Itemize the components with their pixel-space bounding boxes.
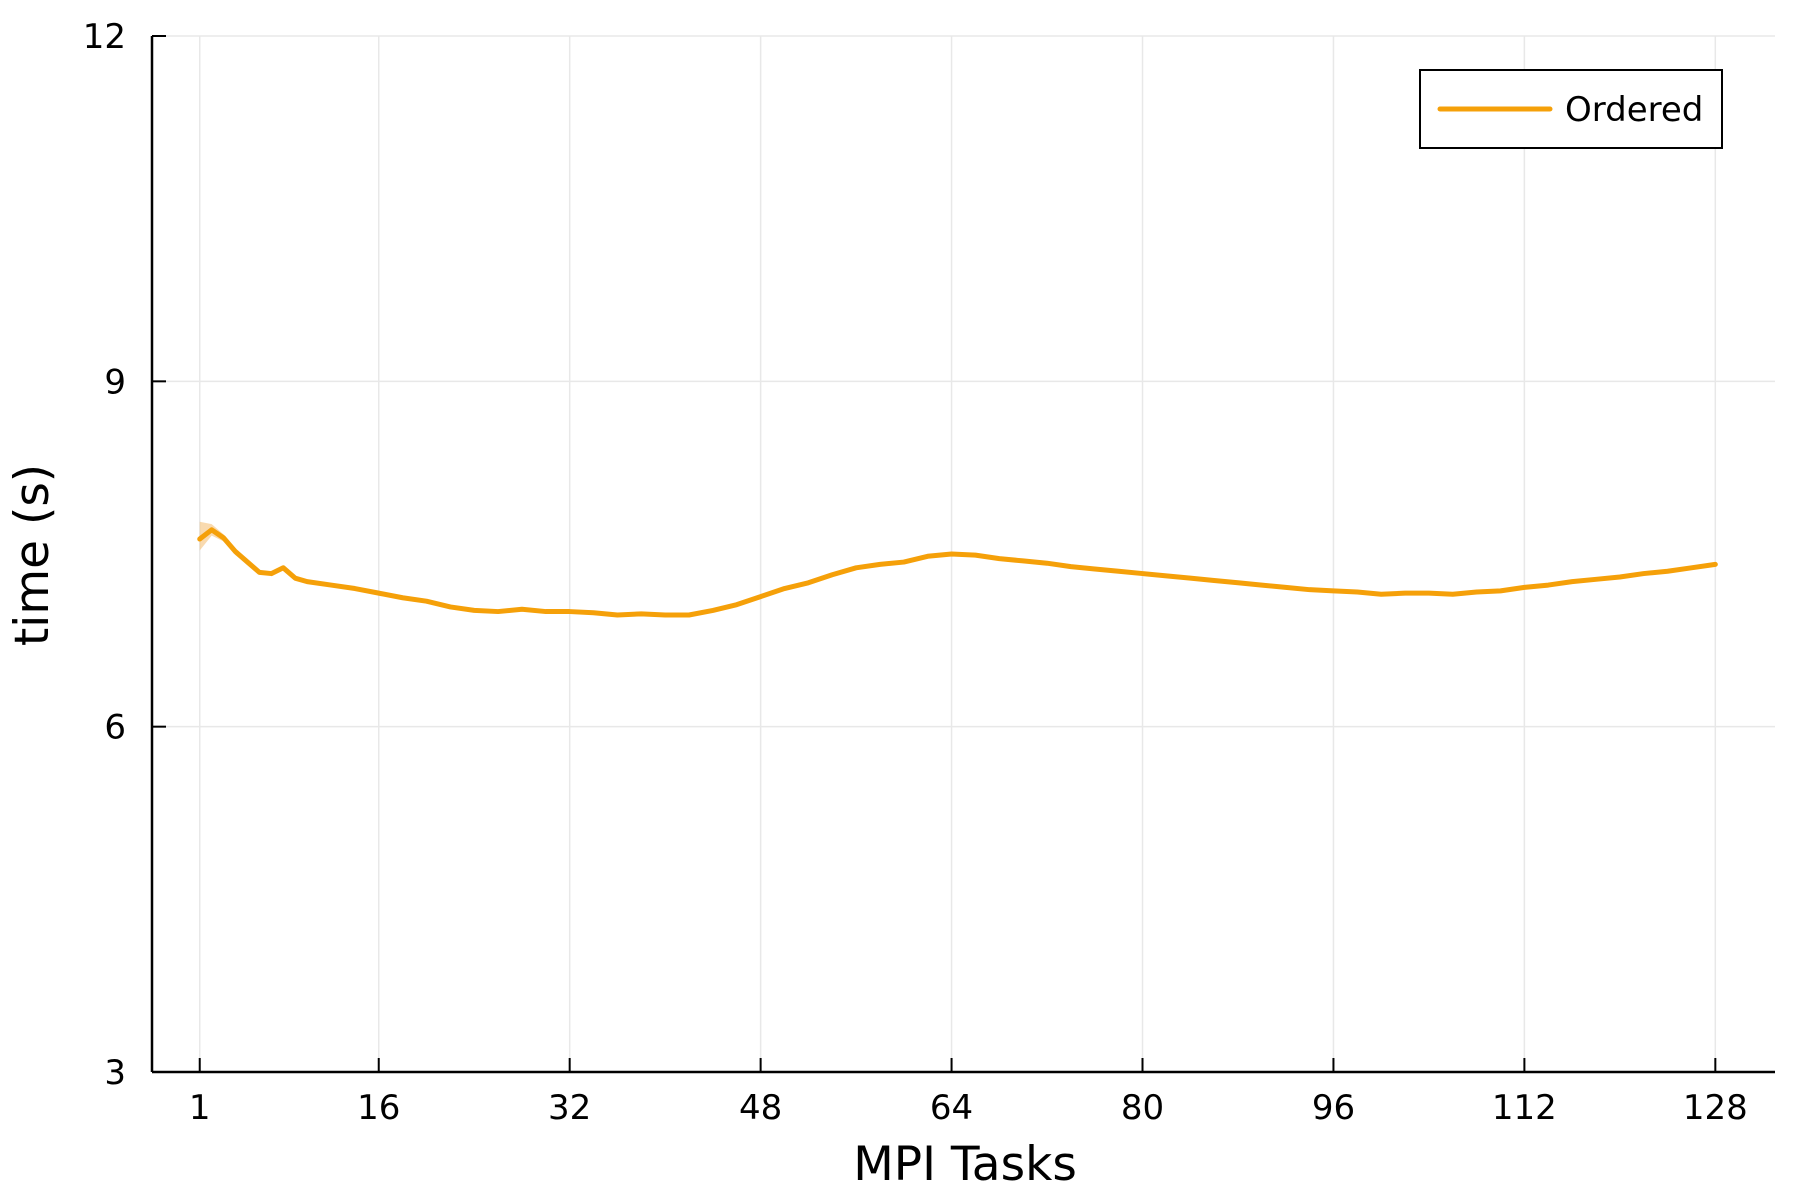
x-tick-label: 64 [930,1088,973,1128]
y-tick-label: 3 [104,1053,126,1093]
y-axis-title: time (s) [5,464,60,646]
x-tick-label: 48 [739,1088,782,1128]
x-tick-label: 1 [189,1088,211,1128]
series-line-ordered [197,527,1718,618]
x-axis-title: MPI Tasks [853,1137,1077,1192]
y-tick-label: 12 [83,17,126,57]
x-tick-label: 128 [1683,1088,1748,1128]
series-layer [197,527,1718,618]
legend: Ordered [1419,69,1723,149]
x-tick-label: 32 [548,1088,591,1128]
x-tick-label: 96 [1312,1088,1355,1128]
axes [150,35,1775,1074]
y-tick-label: 9 [104,362,126,402]
legend-label-ordered: Ordered [1565,90,1703,130]
tick-labels: 1 16 32 48 64 80 96 112 128 3 6 9 12 [83,17,1748,1128]
x-tick-label: 112 [1492,1088,1557,1128]
y-tick-label: 6 [104,708,126,748]
x-tick-label: 80 [1121,1088,1164,1128]
x-tick-label: 16 [357,1088,400,1128]
